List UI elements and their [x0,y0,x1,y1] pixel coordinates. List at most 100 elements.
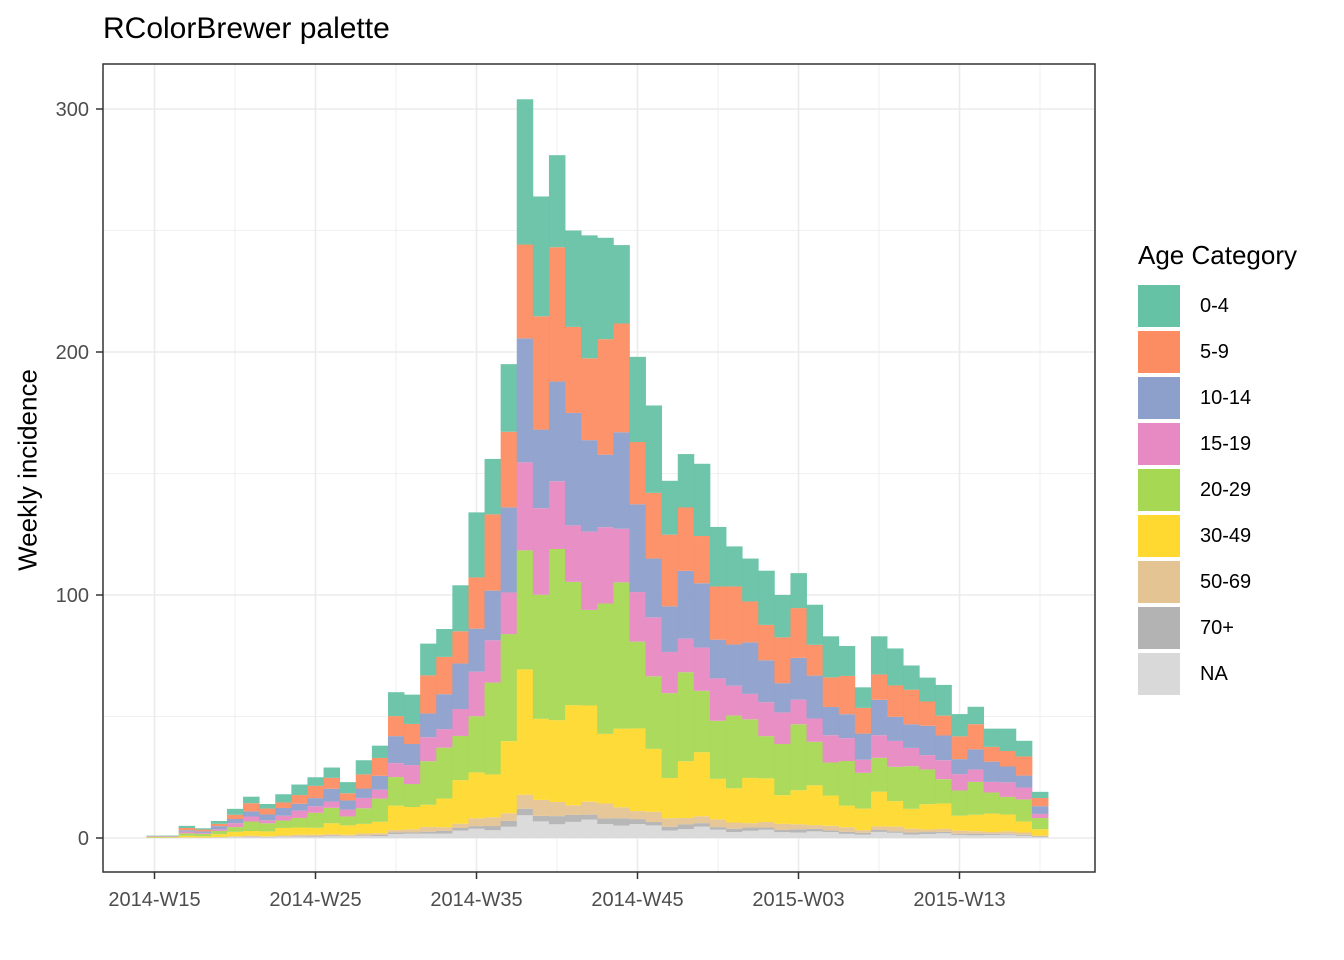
legend-swatch [1138,331,1180,373]
legend-swatch [1138,469,1180,511]
bar-segment-20-29 [1031,818,1049,830]
bar-segment-10-14 [887,716,904,741]
bar-segment-NA [999,834,1017,838]
bar-segment-30-49 [194,836,212,838]
bar-segment-0-4 [983,728,1001,747]
bar-segment-NA [613,825,630,838]
bar-segment-10-14 [742,642,759,694]
bar-segment-15-19 [516,462,534,551]
bar-segment-5-9 [790,608,807,658]
bar-segment-10-14 [210,826,228,830]
bar-segment-0-4 [870,636,888,675]
bar-segment-5-9 [452,631,469,664]
bar-segment-0-4 [903,665,920,690]
bar-segment-0-4 [323,767,341,778]
bar-segment-20-29 [194,833,212,837]
bar-segment-NA [516,815,534,838]
bar-segment-30-49 [468,772,485,819]
bar-segment-10-14 [661,606,679,652]
bar-segment-15-19 [259,820,276,824]
bar-segment-NA [822,832,840,838]
bar-segment-70+ [758,827,775,830]
bar-segment-20-29 [404,784,421,807]
bar-segment-15-19 [661,651,679,694]
bar-segment-30-49 [581,705,598,802]
bar-segment-NA [726,832,743,838]
x-tick-label: 2014-W25 [269,889,361,911]
bar-segment-20-29 [645,676,663,749]
bar-segment-5-9 [323,777,341,789]
panel-border [102,63,1096,873]
bar-segment-15-19 [903,747,920,767]
bar-segment-10-14 [291,803,308,811]
bar-segment-15-19 [774,712,791,744]
bar-segment-50-69 [645,811,663,822]
bar-segment-20-29 [822,762,840,796]
bar-segment-70+ [854,832,872,835]
bar-segment-10-14 [919,725,936,756]
bar-segment-50-69 [887,826,904,832]
bar-segment-5-9 [436,656,453,695]
bar-segment-30-49 [726,788,743,823]
bar-segment-5-9 [291,795,308,804]
bar-segment-50-69 [339,834,357,836]
bar-segment-NA [243,837,260,838]
bar-segment-5-9 [613,323,630,433]
bar-segment-15-19 [967,769,985,782]
bar-segment-30-49 [661,778,679,819]
bar-segment-5-9 [742,601,759,643]
bar-segment-0-4 [613,245,630,324]
bar-segment-10-14 [693,583,711,648]
bar-segment-20-29 [935,779,952,804]
bar-segment-10-14 [774,683,791,713]
bar-segment-0-4 [387,692,405,717]
bar-segment-0-4 [806,604,824,645]
bar-segment-30-49 [887,801,904,827]
bar-segment-15-19 [629,592,646,642]
bar-segment-5-9 [259,808,276,815]
bar-segment-50-69 [758,822,775,828]
bar-segment-NA [484,830,502,838]
bar-segment-10-14 [983,761,1001,782]
bar-segment-NA [790,832,807,838]
bar-segment-15-19 [339,809,357,817]
bar-segment-0-4 [935,684,952,716]
bar-segment-0-4 [404,694,421,724]
bar-segment-10-14 [468,628,485,672]
bar-segment-15-19 [484,640,502,683]
bar-segment-20-29 [983,792,1001,814]
bar-segment-5-9 [548,247,566,382]
bar-segment-10-14 [790,657,807,700]
bar-segment-15-19 [532,508,550,595]
y-tick-label: 300 [56,99,89,121]
bar-segment-30-49 [742,777,759,824]
legend-item: 50-69 [1138,559,1297,605]
bar-segment-20-29 [629,641,646,729]
bar-segment-NA [226,837,244,838]
legend-label: 15-19 [1200,432,1252,455]
bar-segment-5-9 [822,677,840,707]
bar-segment-5-9 [999,750,1017,767]
bar-segment-50-69 [532,799,550,816]
bar-segment-0-4 [1031,791,1049,799]
bar-segment-0-4 [597,237,614,340]
bar-segment-15-19 [226,823,244,828]
bar-segment-20-29 [275,820,292,828]
bar-segment-0-4 [1015,740,1033,757]
bar-segment-20-29 [339,816,357,826]
bar-segment-0-4 [951,714,968,737]
bar-segment-NA [983,834,1001,838]
bar-segment-30-49 [307,827,324,835]
bar-segment-10-14 [822,706,840,736]
legend-item: 15-19 [1138,421,1297,467]
bar-segment-50-69 [307,834,324,837]
legend-swatch [1138,607,1180,649]
bar-segment-NA [307,836,324,838]
bar-segment-0-4 [452,585,469,632]
bar-segment-30-49 [983,813,1001,833]
bar-segment-50-69 [404,829,421,833]
bar-segment-50-69 [742,823,759,828]
bar-segment-10-14 [870,699,888,736]
bar-segment-5-9 [983,746,1001,762]
bar-segment-NA [371,836,389,838]
